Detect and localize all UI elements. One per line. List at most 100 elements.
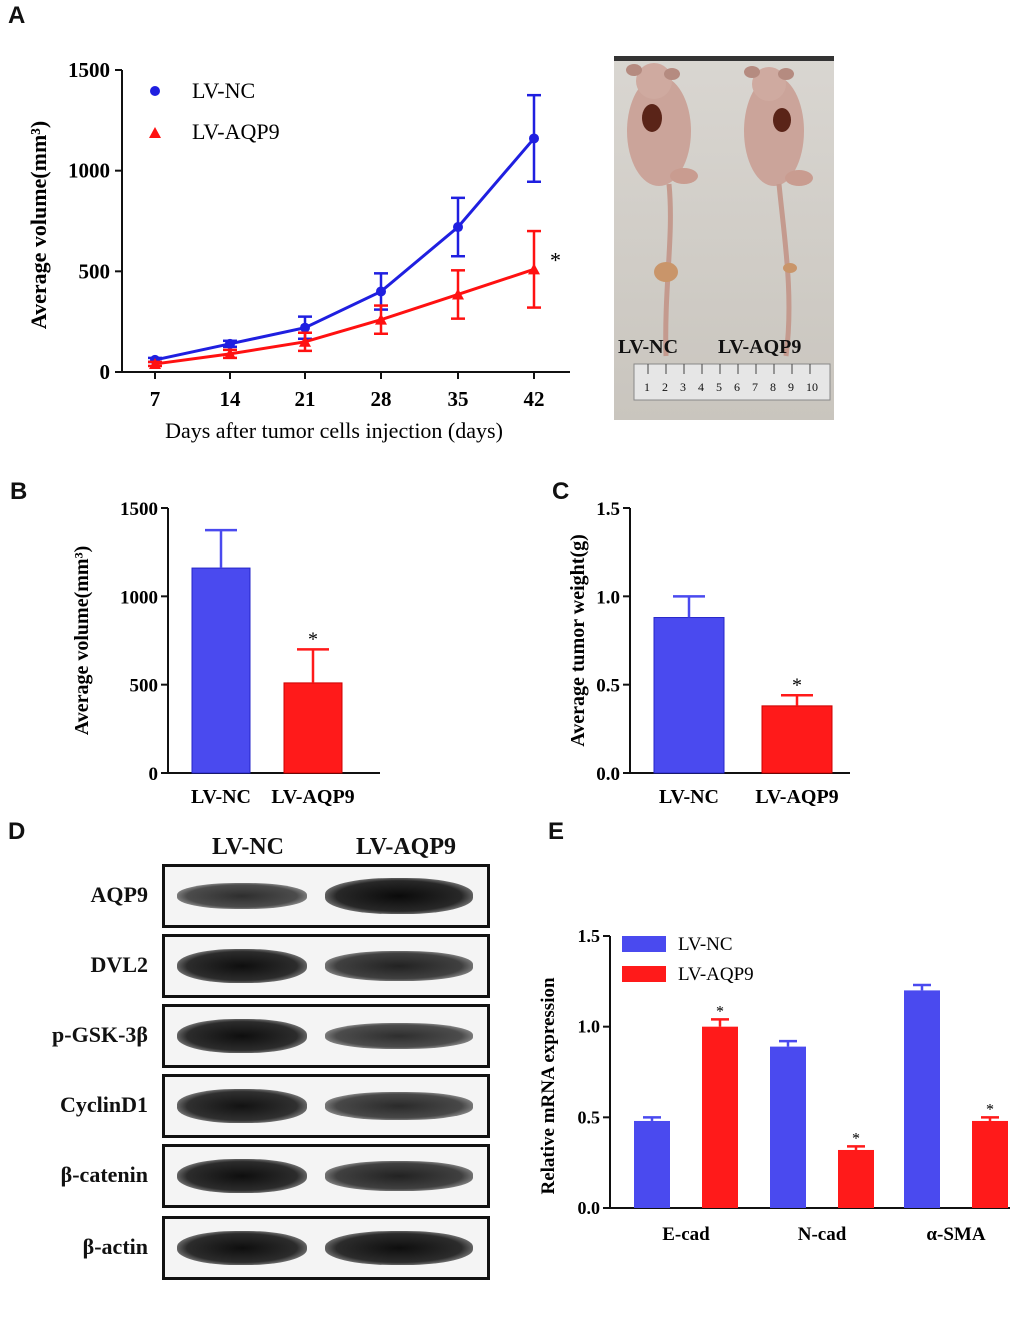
data-point [149, 357, 161, 369]
panel-label-a: A [8, 2, 26, 29]
significance-marker: * [852, 1130, 860, 1147]
data-point [376, 286, 386, 297]
data-point [225, 338, 235, 349]
significance-marker: * [716, 1003, 724, 1020]
wb-band [177, 1089, 307, 1123]
y-tick-label: 1500 [120, 499, 158, 520]
ruler-number: 6 [734, 380, 740, 394]
wb-band [325, 878, 473, 914]
legend-label-lv-nc: LV-NC [192, 78, 255, 103]
y-tick-label: 1.5 [596, 499, 620, 520]
line-chart-tumor-volume: 0 500 1000 1500 7 14 21 28 35 42 Days after tumor … [26, 58, 570, 443]
legend-label-lv-aqp9: LV-AQP9 [678, 964, 754, 985]
wb-row-label: DVL2 [90, 952, 148, 977]
y-axis-label: Average tumor weight(g) [567, 534, 589, 747]
x-tick-label: 21 [295, 387, 316, 411]
photo-label-lv-aqp9: LV-AQP9 [718, 336, 802, 358]
y-tick-label: 1.5 [578, 926, 601, 946]
significance-marker: * [550, 247, 561, 272]
y-tick-label: 500 [79, 259, 111, 283]
mice-photo-illustration [614, 56, 834, 420]
x-tick-label: N-cad [798, 1224, 847, 1245]
legend-swatch-lv-nc [622, 936, 666, 952]
wb-column-lv-nc: LV-NC [212, 834, 285, 860]
data-point [452, 288, 464, 300]
ruler-number: 8 [770, 380, 776, 394]
wb-row-label: β-actin [82, 1234, 148, 1259]
y-tick-label: 0.0 [596, 764, 620, 785]
wb-band [325, 1092, 473, 1120]
data-point [375, 313, 387, 325]
y-tick-label: 0 [149, 764, 159, 785]
data-point [453, 222, 463, 233]
bar-chart-tumor-weight: 0.0 0.5 1.0 1.5 LV-NC * LV-AQP9 Average tumor w… [567, 499, 850, 808]
bar-lv-aqp9 [761, 705, 833, 774]
legend-swatch-lv-aqp9 [622, 966, 666, 982]
bar-lv-nc [653, 617, 725, 774]
series-line-lv-nc [154, 137, 536, 362]
wb-band [325, 1230, 473, 1266]
wb-blot-box [162, 1144, 490, 1208]
bar-chart-mrna-expression: 0.0 0.5 1.0 1.5 * E-cad * N-cad * α-SMA Relative m… [538, 926, 1010, 1245]
data-point [528, 263, 540, 275]
y-tick-label: 1.0 [578, 1017, 601, 1037]
wb-row-label: β-catenin [60, 1162, 148, 1187]
wb-column-lv-aqp9: LV-AQP9 [356, 834, 457, 860]
y-tick-label: 1000 [68, 159, 110, 183]
y-tick-label: 1000 [120, 587, 158, 608]
ruler-number: 5 [716, 380, 722, 394]
y-tick-label: 500 [130, 676, 159, 697]
photo-label-lv-nc: LV-NC [618, 336, 679, 358]
wb-band [177, 948, 307, 984]
legend-marker-lv-nc [150, 86, 160, 96]
panel-label-e: E [548, 818, 565, 845]
wb-row-label: p-GSK-3β [52, 1022, 148, 1047]
ruler-number: 4 [698, 380, 704, 394]
y-tick-label: 0.5 [578, 1107, 601, 1127]
x-tick-label: LV-NC [659, 786, 719, 808]
wb-band [177, 1230, 307, 1266]
x-tick-label: LV-NC [191, 786, 251, 808]
bar-e-cad-lv-nc [634, 1120, 670, 1208]
bar-e-cad-lv-aqp9 [702, 1026, 738, 1208]
panel-label-d: D [8, 818, 26, 845]
ruler-number: 3 [680, 380, 686, 394]
legend-label-lv-nc: LV-NC [678, 934, 733, 955]
wb-band [177, 1158, 307, 1194]
wb-blot-box [162, 1004, 490, 1068]
panel-label-b: B [10, 478, 28, 505]
bar-chart-average-volume: 0 500 1000 1500 LV-NC * LV-AQP9 Average volume(… [71, 499, 380, 808]
y-tick-label: 0.0 [578, 1198, 601, 1218]
bar-α-sma-lv-aqp9 [972, 1120, 1008, 1208]
data-point [529, 133, 539, 144]
data-point [299, 335, 311, 347]
wb-band [325, 1022, 473, 1050]
tumor-lv-nc [654, 262, 678, 282]
x-tick-label: 35 [448, 387, 469, 411]
wb-band [325, 951, 473, 981]
bar-n-cad-lv-aqp9 [838, 1149, 874, 1208]
bar-lv-aqp9 [283, 682, 343, 774]
x-tick-label: 14 [220, 387, 242, 411]
mice-photo: LV-NC LV-AQP9 1 2 3 4 5 6 7 8 9 10 [614, 56, 834, 420]
wb-row-label: CyclinD1 [60, 1092, 148, 1117]
wb-blot-box [162, 934, 490, 998]
data-point [224, 347, 236, 359]
wb-blot-box [162, 1216, 490, 1280]
wb-blot-box [162, 1074, 490, 1138]
y-tick-label: 1.0 [596, 587, 620, 608]
wb-band [177, 882, 307, 910]
x-tick-label: α-SMA [926, 1224, 985, 1245]
y-axis-label: Relative mRNA expression [538, 977, 559, 1195]
y-tick-label: 0.5 [596, 676, 620, 697]
significance-marker: * [986, 1101, 994, 1118]
bar-lv-nc [191, 567, 251, 774]
bar-n-cad-lv-nc [770, 1046, 806, 1208]
data-point [300, 322, 310, 333]
x-tick-label: LV-AQP9 [755, 786, 838, 808]
y-axis-label: Average volume(mm³) [71, 546, 93, 735]
y-tick-label: 1500 [68, 58, 110, 82]
legend-marker-lv-aqp9 [149, 127, 161, 138]
wb-row-label: AQP9 [90, 882, 148, 907]
ruler-number: 2 [662, 380, 668, 394]
